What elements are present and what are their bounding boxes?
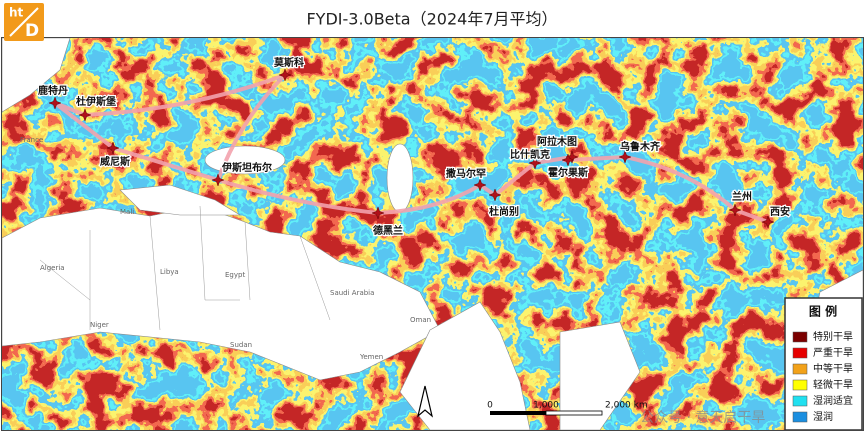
title: FYDI-3.0Beta（2024年7月平均） [306,10,557,29]
city-label: 阿拉木图 [537,135,577,148]
city-marker [106,141,120,155]
city-label: 撒马尔罕 [446,167,486,180]
city-label: 霍尔果斯 [548,166,588,179]
logo-text: D [25,21,39,41]
country-label: France [20,136,43,144]
legend-label: 湿润适宜 [813,394,853,407]
logo: ht D [4,3,44,41]
country-label: Mali [120,208,134,216]
country-label: Saudi Arabia [330,289,374,297]
country-label: Sudan [230,341,252,349]
city-marker [728,203,742,217]
legend-title: 图 例 [809,304,837,319]
city-marker [561,153,575,167]
city-marker [371,206,385,220]
city-marker [78,108,92,122]
borders [39,205,331,331]
scale-label: 2,000 km [605,401,648,411]
city-label: 莫斯科 [273,56,304,69]
city-marker [278,68,292,82]
city-label: 比什凯克 [510,148,550,161]
country-label: Niger [90,321,109,329]
logo-text: ht [9,6,24,20]
city-marker [618,150,632,164]
city-label: 威尼斯 [100,155,130,168]
country-label: Libya [160,268,179,276]
city-label: 鹿特丹 [38,84,68,97]
city-marker [48,96,62,110]
scale-label: 0 [487,401,493,411]
city-label: 伊斯坦布尔 [221,161,272,174]
legend-swatch [792,331,808,343]
scale-bar: 0 1,000 2,000 km [487,401,648,416]
legend-label: 中等干旱 [813,362,853,375]
city-marker [528,156,542,170]
legend-swatch [792,411,808,423]
city-label: 杜尚别 [489,205,519,218]
legend-swatch [792,363,808,375]
city-marker [211,173,225,187]
city-label: 德黑兰 [372,224,403,237]
north-arrow [416,385,434,418]
scale-label: 1,000 [533,401,559,411]
legend-label: 轻微干旱 [813,378,853,391]
legend-label: 严重干旱 [813,346,853,359]
legend-label: 湿润 [813,410,833,423]
country-label: Oman [410,316,431,324]
country-label: Egypt [225,271,245,279]
city-marker [473,178,487,192]
legend-swatch [792,347,808,359]
city-marker [488,188,502,202]
legend-swatch [792,395,808,407]
city-label: 兰州 [732,190,752,203]
map-frame [1,37,864,431]
city-label: 杜伊斯堡 [76,95,116,108]
city-label: 西安 [770,205,790,218]
watermark: 公众号 · 意天启干旱 [640,409,765,426]
legend-swatch [792,379,808,391]
country-label: Yemen [359,353,383,361]
legend-label: 特别干旱 [813,331,853,343]
country-label: Algeria [40,264,65,272]
city-label: 乌鲁木齐 [620,140,661,153]
city-marker [761,215,775,229]
